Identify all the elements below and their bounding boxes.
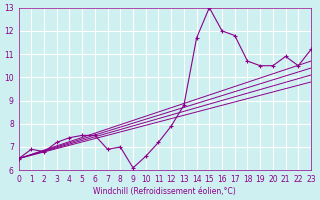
X-axis label: Windchill (Refroidissement éolien,°C): Windchill (Refroidissement éolien,°C) xyxy=(93,187,236,196)
